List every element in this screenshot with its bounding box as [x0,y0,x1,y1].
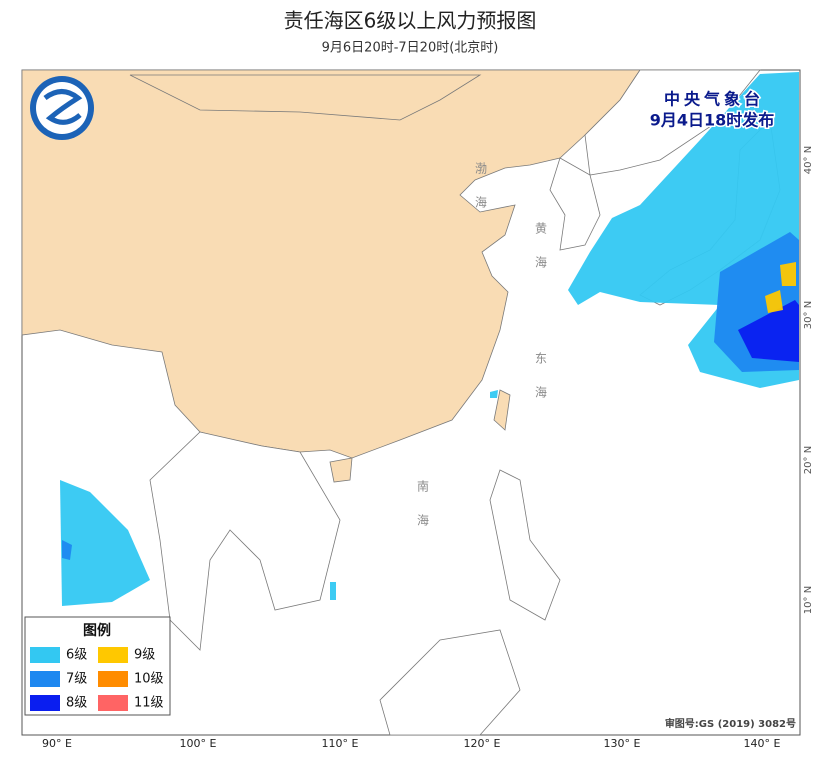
taiwan [493,389,511,431]
legend-label: 10级 [134,672,164,687]
longitude-label: 90° E [42,737,72,750]
longitude-label: 120° E [464,737,501,750]
latitude-label: 30° N [803,301,814,329]
longitude-label: 140° E [744,737,781,750]
latitude-label: 10° N [803,586,814,614]
issuer-name: 中央气象台 [664,90,764,109]
legend-swatch [98,695,128,711]
philippines [489,469,561,621]
wind-area [60,480,150,606]
hainan [329,457,353,483]
wind-area [738,300,799,362]
mongolia-border [129,74,482,121]
legend-label: 11级 [134,696,164,711]
legend-swatch [98,671,128,687]
legend-swatch [30,695,60,711]
logo-mark [43,89,83,125]
logo [30,76,94,140]
legend-swatch [98,647,128,663]
wind-area [780,262,796,286]
wind-area [330,582,336,600]
labels: 90° E 100° E 110° E 120° E 130° E 140° E 40° N… [42,146,814,750]
legend-label: 8级 [66,696,87,711]
issue-time: 9月4日18时发布 [650,111,775,130]
legend-swatch [30,647,60,663]
longitude-label: 100° E [180,737,217,750]
russia-east [584,69,761,176]
wind-area [62,540,72,560]
korea [549,157,601,251]
longitude-label: 110° E [322,737,359,750]
borneo [379,629,521,736]
legend-label: 7级 [66,672,87,687]
wind-area [765,290,783,313]
indochina [149,431,341,651]
sea-label: 南海 [416,479,430,548]
latitude-label: 40° N [803,146,814,174]
review-number: 审图号:GS (2019) 3082号 [665,717,796,730]
legend-label: 9级 [134,648,155,663]
sea-label: 渤海 [474,162,488,230]
latitude-label: 20° N [803,446,814,474]
legend-swatch [30,671,60,687]
sea-label: 东海 [534,352,548,420]
wind-area [490,390,498,398]
legend-label: 6级 [66,648,87,663]
map-title: 责任海区6级以上风力预报图 [284,9,537,33]
legend: 图例 6级 7级 8级 9级 10级 11级 [24,616,171,716]
map-subtitle: 9月6日20时-7日20时(北京时) [322,41,499,56]
legend-title: 图例 [83,622,111,639]
longitude-label: 130° E [604,737,641,750]
sea-label: 黄海 [534,222,548,290]
china-land [21,69,641,459]
wind-areas [60,72,799,606]
